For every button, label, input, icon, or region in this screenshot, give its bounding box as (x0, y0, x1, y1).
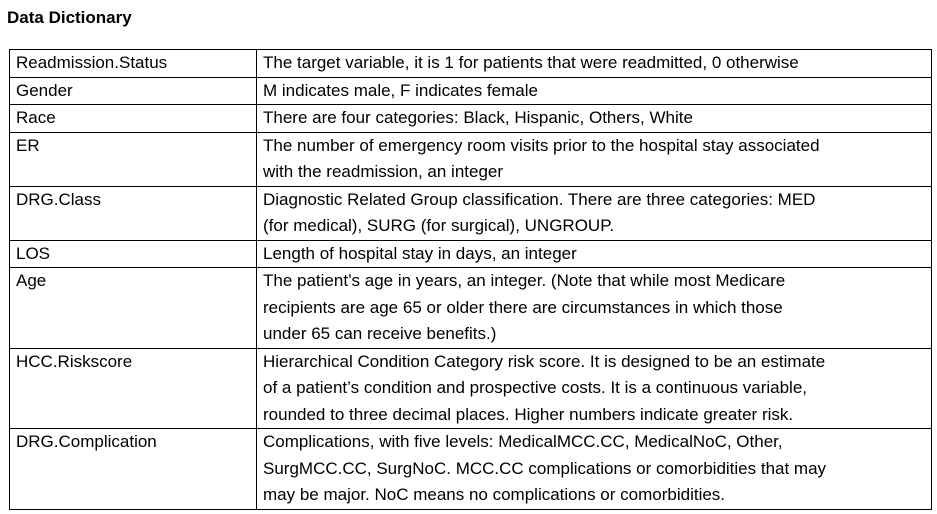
description-cell: Length of hospital stay in days, an inte… (256, 239, 932, 268)
description-line: rounded to three decimal places. Higher … (263, 404, 794, 424)
description-line: M indicates male, F indicates female (263, 80, 538, 100)
table-row: DRG.Class Diagnostic Related Group class… (9, 185, 932, 241)
table-row: Readmission.Status The target variable, … (9, 49, 932, 78)
variable-name-cell: LOS (9, 239, 257, 268)
variable-name-cell: Age (9, 267, 257, 349)
description-line: The number of emergency room visits prio… (263, 135, 820, 155)
table-row: HCC.Riskscore Hierarchical Condition Cat… (9, 347, 932, 429)
variable-name-cell: Race (9, 104, 257, 133)
description-line: of a patient’s condition and prospective… (263, 378, 808, 397)
description-line: SurgMCC.CC, SurgNoC. MCC.CC complication… (263, 458, 827, 478)
description-line: Hierarchical Condition Category risk sco… (263, 351, 826, 371)
data-dictionary-table: Readmission.Status The target variable, … (9, 49, 932, 510)
description-line: The target variable, it is 1 for patient… (263, 53, 799, 72)
description-cell: The patient’s age in years, an integer. … (256, 267, 932, 349)
description-cell: There are four categories: Black, Hispan… (256, 104, 932, 133)
description-cell: Complications, with five levels: Medical… (256, 428, 932, 510)
variable-name-cell: DRG.Complication (9, 428, 257, 510)
description-line: The patient’s age in years, an integer. … (263, 271, 786, 290)
description-line: with the readmission, an integer (263, 162, 504, 181)
variable-name-cell: Readmission.Status (9, 49, 257, 78)
description-line: Length of hospital stay in days, an inte… (263, 243, 577, 263)
description-line: There are four categories: Black, Hispan… (263, 108, 693, 127)
table-row: DRG.Complication Complications, with fiv… (9, 428, 932, 510)
table-row: ER The number of emergency room visits p… (9, 131, 932, 187)
description-cell: Diagnostic Related Group classification.… (256, 185, 932, 241)
description-line: Diagnostic Related Group classification.… (263, 189, 816, 209)
description-cell: M indicates male, F indicates female (256, 76, 932, 105)
variable-name-cell: DRG.Class (9, 185, 257, 241)
table-row: Gender M indicates male, F indicates fem… (9, 76, 932, 105)
table-row: LOS Length of hospital stay in days, an … (9, 239, 932, 268)
description-cell: The number of emergency room visits prio… (256, 131, 932, 187)
page-title: Data Dictionary (7, 8, 132, 27)
description-line: recipients are age 65 or older there are… (263, 297, 783, 317)
description-cell: The target variable, it is 1 for patient… (256, 49, 932, 78)
variable-name-cell: ER (9, 131, 257, 187)
table-row: Age The patient’s age in years, an integ… (9, 267, 932, 349)
description-cell: Hierarchical Condition Category risk sco… (256, 347, 932, 429)
variable-name-cell: Gender (9, 76, 257, 105)
description-line: (for medical), SURG (for surgical), UNGR… (263, 216, 615, 235)
description-line: Complications, with five levels: Medical… (263, 432, 783, 451)
variable-name-cell: HCC.Riskscore (9, 347, 257, 429)
table-row: Race There are four categories: Black, H… (9, 104, 932, 133)
description-line: may be major. NoC means no complications… (263, 485, 726, 504)
description-line: under 65 can receive benefits.) (263, 324, 497, 343)
